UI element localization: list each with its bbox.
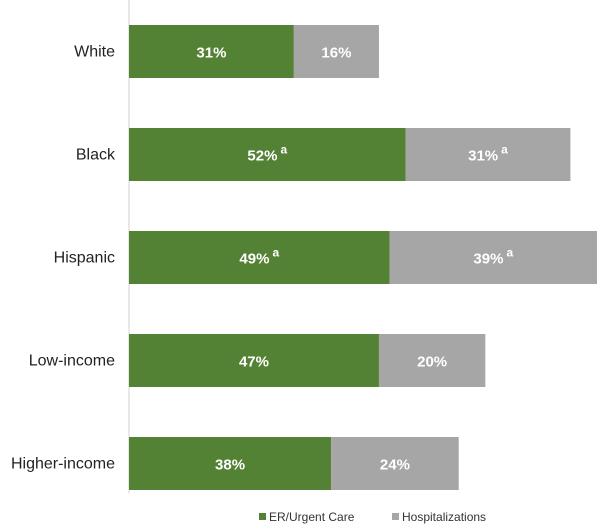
data-label-superscript: a — [506, 246, 513, 260]
category-label-hispanic: Hispanic — [54, 250, 115, 267]
data-label-superscript: a — [272, 246, 279, 260]
category-label-white: White — [74, 44, 115, 61]
data-label-er-urgent-care-1: 52% a — [247, 143, 287, 165]
data-label-hospitalizations-2: 39% a — [473, 246, 513, 268]
bar-hospitalizations-0 — [293, 25, 379, 78]
bar-hospitalizations-1 — [405, 128, 571, 181]
legend: ER/Urgent Care Hospitalizations — [259, 510, 486, 524]
data-label-er-urgent-care-4: 38% — [215, 457, 245, 474]
legend-label-hospitalizations: Hospitalizations — [402, 510, 486, 524]
data-label-value: 49% — [239, 251, 269, 268]
category-label-black: Black — [76, 147, 116, 164]
legend-label-er-urgent-care: ER/Urgent Care — [269, 510, 355, 524]
bar-hospitalizations-4 — [331, 437, 459, 490]
data-label-superscript: a — [501, 143, 508, 157]
data-label-value: 31% — [196, 45, 226, 62]
data-label-superscript: a — [280, 143, 287, 157]
data-label-hospitalizations-4: 24% — [380, 457, 410, 474]
bar-er-urgent-care-3 — [129, 334, 379, 387]
data-label-hospitalizations-1: 31% a — [468, 143, 508, 165]
bar-er-urgent-care-4 — [129, 437, 332, 490]
category-label-low-income: Low-income — [29, 353, 115, 370]
data-label-hospitalizations-3: 20% — [417, 354, 447, 371]
data-label-value: 16% — [321, 45, 351, 62]
data-label-er-urgent-care-0: 31% — [196, 45, 226, 62]
legend-swatch-er-urgent-care — [259, 513, 266, 520]
data-label-value: 47% — [239, 354, 269, 371]
data-label-hospitalizations-0: 16% — [321, 45, 351, 62]
category-label-higher-income: Higher-income — [11, 456, 115, 473]
data-label-er-urgent-care-3: 47% — [239, 354, 269, 371]
bar-er-urgent-care-0 — [129, 25, 294, 78]
bars-group: 31% 16%52% a 31% a49% a 39% a47% 20%38% 24% — [129, 25, 597, 490]
data-label-value: 24% — [380, 457, 410, 474]
data-label-value: 52% — [247, 148, 277, 165]
data-label-value: 39% — [473, 251, 503, 268]
bar-hospitalizations-2 — [389, 231, 597, 284]
bar-er-urgent-care-2 — [129, 231, 390, 284]
data-label-er-urgent-care-2: 49% a — [239, 246, 279, 268]
data-label-value: 38% — [215, 457, 245, 474]
bar-er-urgent-care-1 — [129, 128, 406, 181]
bar-hospitalizations-3 — [378, 334, 486, 387]
data-label-value: 20% — [417, 354, 447, 371]
category-labels: White Black Hispanic Low-income Higher-incom… — [11, 44, 116, 473]
legend-swatch-hospitalizations — [392, 513, 399, 520]
data-label-value: 31% — [468, 148, 498, 165]
